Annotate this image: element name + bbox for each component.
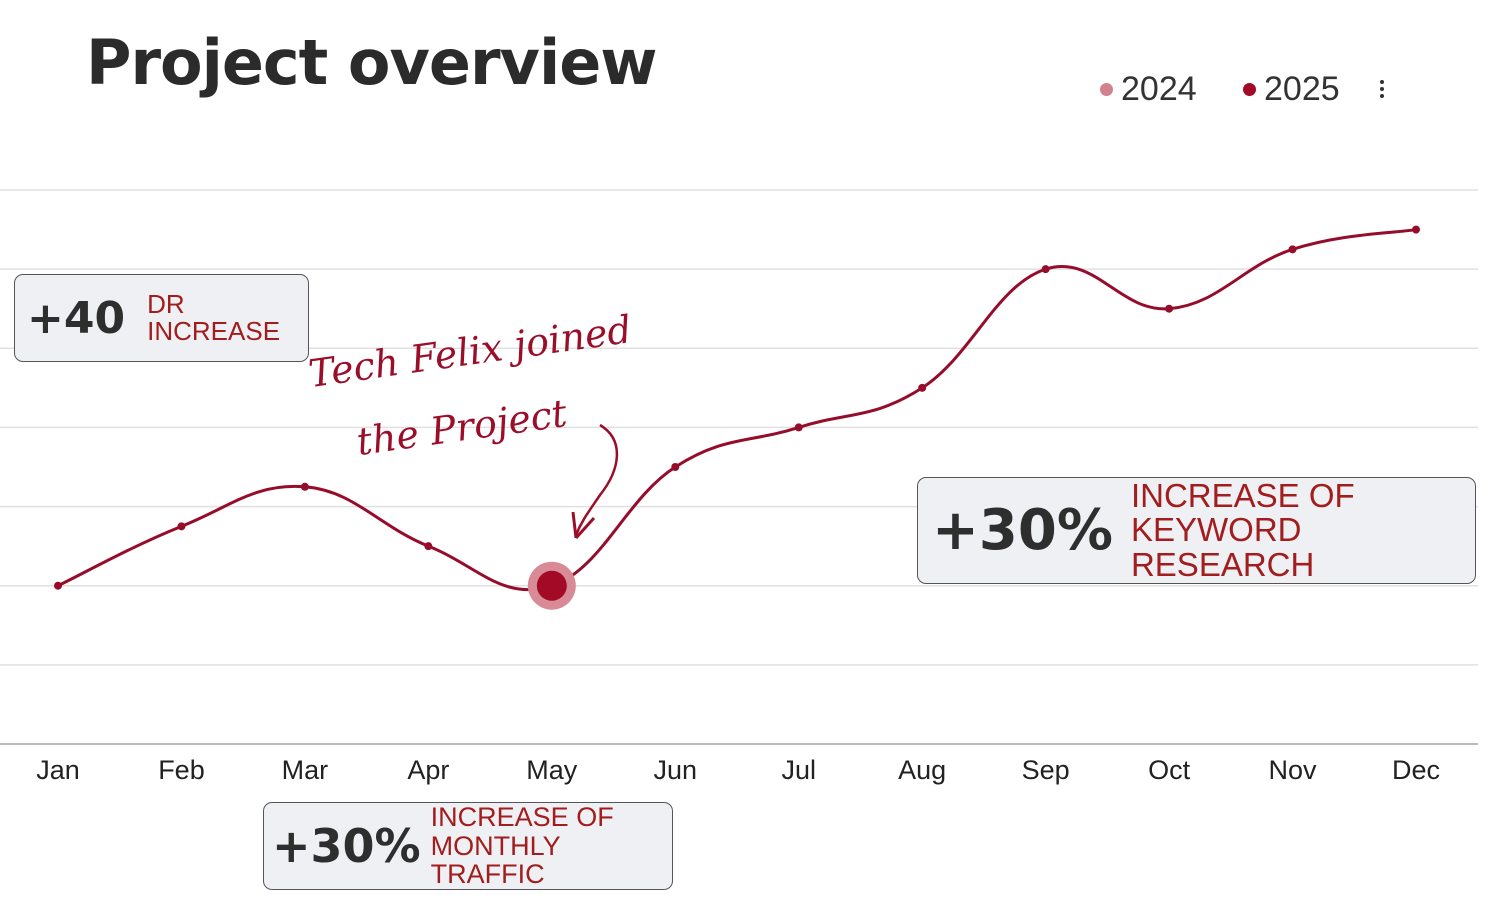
x-tick-label: Jan bbox=[36, 755, 80, 785]
x-tick-label: Mar bbox=[282, 755, 329, 785]
data-point[interactable] bbox=[300, 482, 309, 491]
data-point-highlighted[interactable] bbox=[536, 570, 567, 601]
page-title: Project overview bbox=[86, 26, 658, 99]
data-point[interactable] bbox=[671, 463, 680, 471]
x-tick-label: Dec bbox=[1392, 755, 1440, 785]
dr-increase-callout: +40 DR INCREASE bbox=[14, 274, 309, 362]
legend-dot-2024 bbox=[1100, 83, 1113, 96]
data-point[interactable] bbox=[424, 542, 433, 551]
callout-value: +30% bbox=[272, 819, 421, 873]
data-point[interactable] bbox=[918, 383, 927, 392]
data-point[interactable] bbox=[177, 522, 186, 531]
x-tick-label: Feb bbox=[158, 755, 205, 785]
data-point[interactable] bbox=[1412, 225, 1420, 234]
x-tick-label: Oct bbox=[1148, 755, 1191, 785]
data-point[interactable] bbox=[54, 581, 62, 590]
callout-value: +40 bbox=[27, 292, 126, 344]
callout-label-line2: INCREASE bbox=[147, 316, 281, 346]
callout-label-line2: MONTHLY TRAFFIC bbox=[430, 830, 561, 890]
arrow-head-icon bbox=[571, 511, 596, 540]
legend-dot-2025 bbox=[1243, 83, 1256, 96]
x-tick-label: Aug bbox=[898, 755, 946, 785]
x-tick-label: Apr bbox=[407, 755, 449, 785]
annotation-arrow bbox=[574, 423, 619, 536]
x-tick-label: Sep bbox=[1022, 755, 1070, 785]
legend-item-2024[interactable]: 2024 bbox=[1100, 70, 1197, 109]
callout-value: +30% bbox=[932, 498, 1113, 563]
keyword-research-callout: +30% INCREASE OF KEYWORD RESEARCH bbox=[917, 477, 1476, 584]
data-point[interactable] bbox=[1288, 245, 1297, 254]
data-point[interactable] bbox=[1165, 304, 1174, 313]
more-vertical-icon[interactable] bbox=[1372, 78, 1392, 101]
legend-label-2025: 2025 bbox=[1264, 70, 1340, 108]
callout-label-line1: INCREASE OF bbox=[430, 802, 614, 833]
callout-label-line1: DR bbox=[147, 288, 185, 319]
legend-item-2025[interactable]: 2025 bbox=[1243, 70, 1340, 109]
callout-label-line1: INCREASE OF bbox=[1130, 476, 1355, 514]
data-point[interactable] bbox=[1041, 265, 1050, 274]
monthly-traffic-callout: +30% INCREASE OF MONTHLY TRAFFIC bbox=[263, 802, 673, 890]
x-tick-label: Nov bbox=[1269, 755, 1318, 785]
callout-label-line2: KEYWORD RESEARCH bbox=[1130, 511, 1315, 583]
data-point[interactable] bbox=[794, 423, 803, 432]
legend-label-2024: 2024 bbox=[1121, 70, 1197, 108]
x-tick-label: May bbox=[526, 755, 578, 785]
x-tick-label: Jun bbox=[653, 755, 697, 785]
x-tick-label: Jul bbox=[781, 755, 816, 785]
